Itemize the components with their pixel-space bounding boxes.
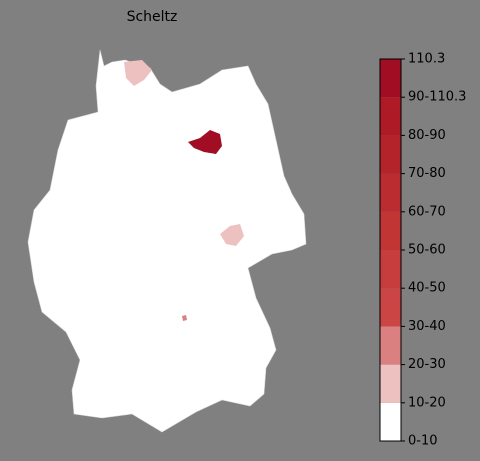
colorbar-label: 90-110.3 [408, 90, 466, 105]
country-outline [27, 49, 307, 433]
colorbar: 0-10 10-20 20-30 30-40 40-50 50-60 60-70 70-80 8… [379, 52, 466, 449]
region [124, 60, 152, 86]
region [220, 224, 244, 246]
region [188, 130, 222, 154]
colorbar-segment [380, 211, 401, 250]
colorbar-label: 10-20 [408, 395, 446, 410]
colorbar-segment [380, 402, 401, 441]
colorbar-label: 50-60 [408, 243, 446, 258]
colorbar-segment [380, 97, 401, 136]
colorbar-segment [380, 59, 401, 98]
colorbar-segment [380, 135, 401, 174]
colorbar-label: 40-50 [408, 281, 446, 296]
colorbar-label: 60-70 [408, 204, 446, 219]
map-title: Scheltz [127, 9, 178, 25]
germany-map [27, 49, 307, 433]
colorbar-label: 110.3 [408, 52, 445, 67]
colorbar-label: 80-90 [408, 128, 446, 143]
colorbar-segment [380, 326, 401, 365]
colorbar-segment [380, 250, 401, 289]
colorbar-label: 30-40 [408, 319, 446, 334]
colorbar-segment [380, 173, 401, 212]
colorbar-segment [380, 288, 401, 327]
colorbar-label: 70-80 [408, 166, 446, 181]
colorbar-segment [380, 364, 401, 403]
region [182, 315, 187, 321]
colorbar-label: 20-30 [408, 357, 446, 372]
colorbar-label: 0-10 [408, 434, 438, 449]
